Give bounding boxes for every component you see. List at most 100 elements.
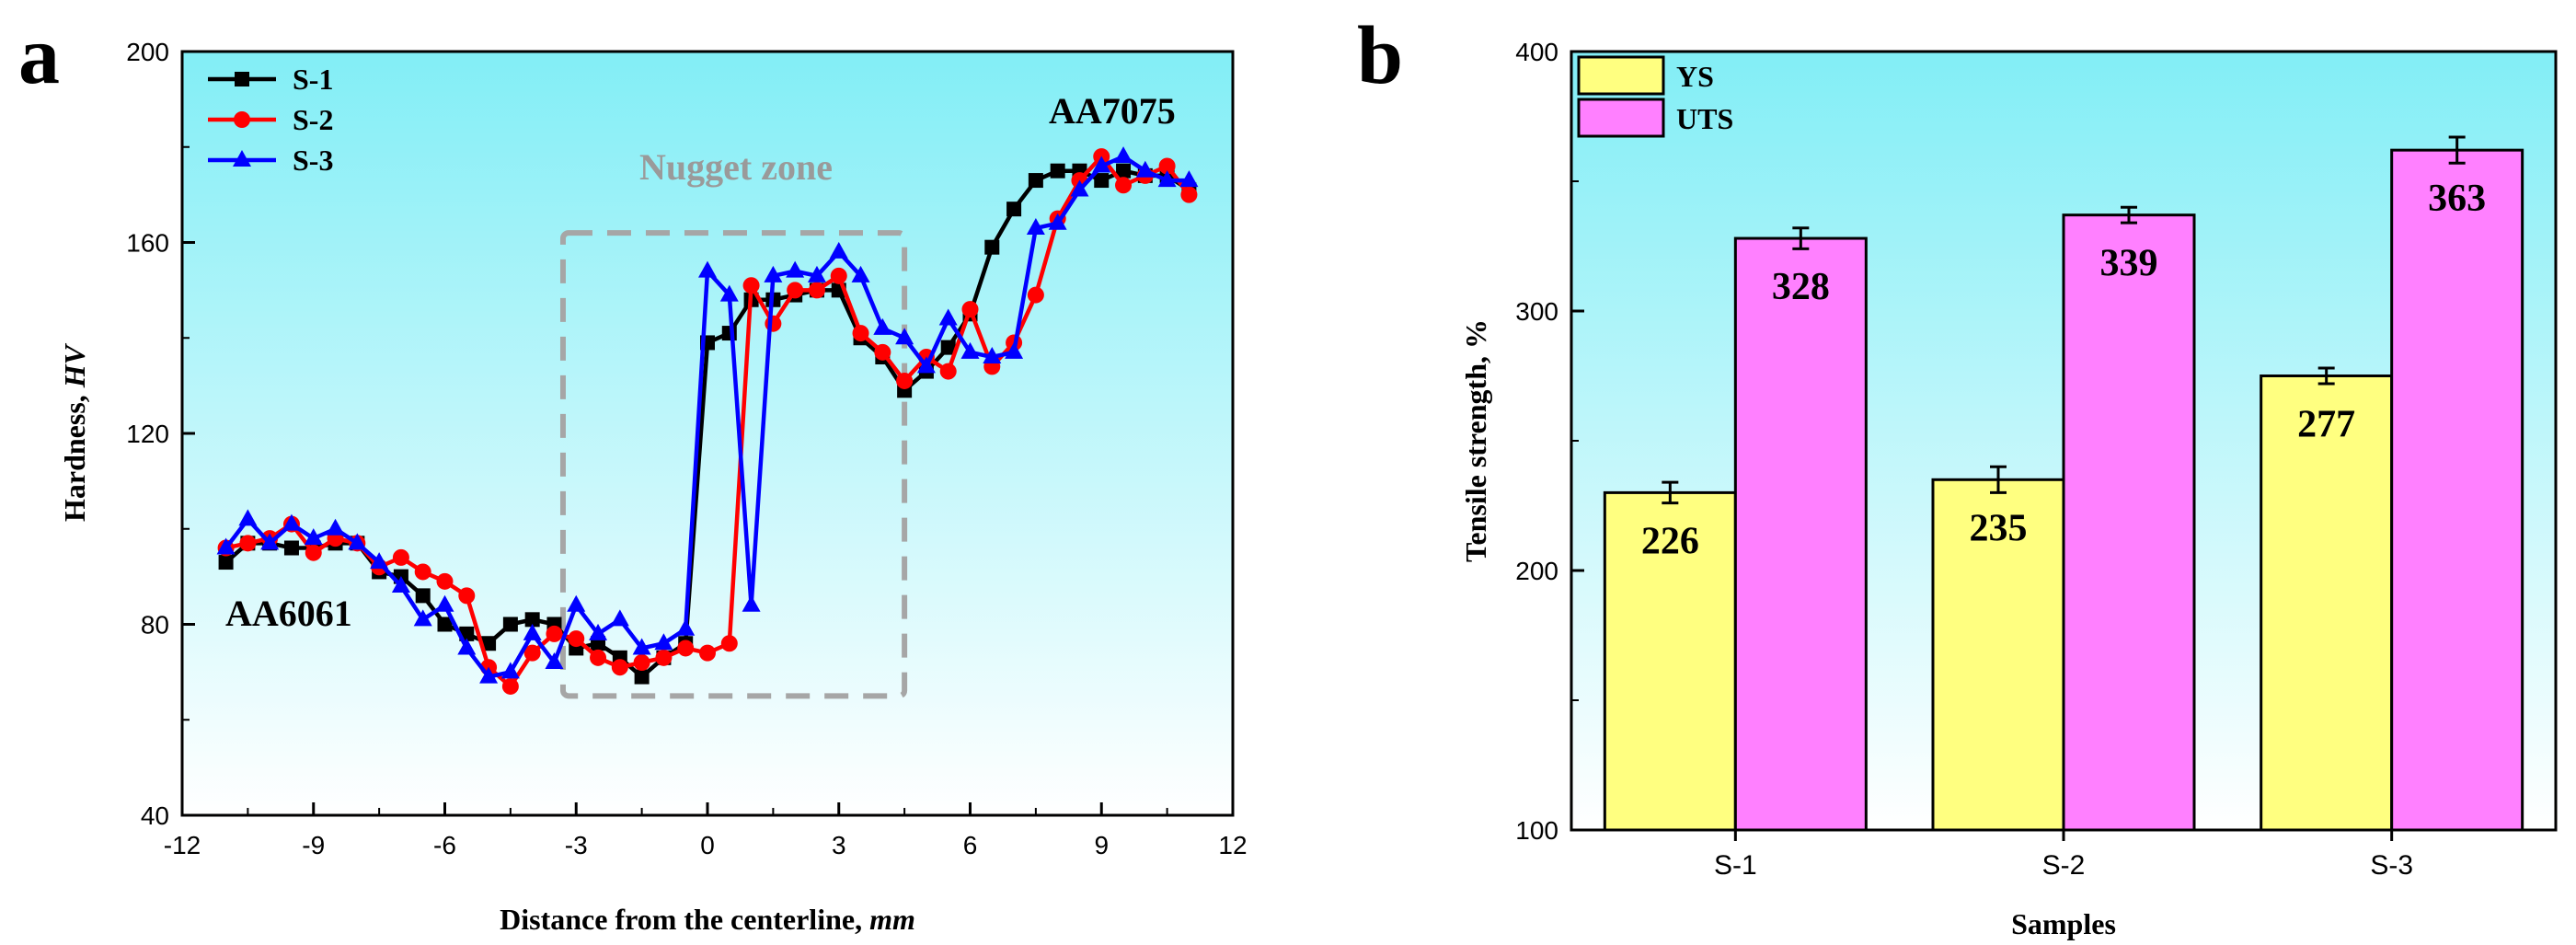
point-s-2 (765, 315, 782, 332)
point-s-2 (677, 640, 695, 657)
panel-a-y-axis-title: Hardness, HV (58, 342, 91, 522)
x-tick-label: 3 (832, 831, 846, 859)
point-s-2 (720, 635, 738, 652)
point-s-1 (481, 636, 497, 651)
x-category-label: S-3 (2370, 850, 2413, 881)
point-s-1 (1116, 163, 1132, 179)
point-s-3 (698, 260, 717, 278)
point-s-3 (1092, 156, 1111, 173)
point-s-1 (1028, 173, 1043, 189)
point-s-3 (983, 347, 1002, 363)
point-s-1 (524, 612, 540, 628)
bar-uts-s-3 (2390, 148, 2524, 832)
point-s-3 (676, 618, 696, 636)
point-s-2 (501, 677, 519, 695)
point-s-2 (392, 548, 409, 566)
point-s-3 (938, 308, 958, 326)
point-s-3 (764, 265, 783, 282)
panel-b-x-axis-title: Samples (2011, 907, 2116, 940)
point-s-2 (568, 630, 585, 648)
point-s-2 (305, 544, 322, 561)
point-s-3 (1114, 146, 1133, 164)
legend-marker-s-1 (235, 72, 249, 86)
point-s-3 (1026, 217, 1045, 235)
bar-value-label: 226 (1641, 520, 1699, 562)
point-s-3 (1179, 170, 1199, 188)
point-s-3 (916, 356, 936, 374)
legend-label-s-1: S-1 (293, 63, 333, 96)
y-tick-label: 160 (126, 229, 169, 258)
point-s-1 (940, 340, 956, 355)
point-s-2 (1115, 177, 1133, 194)
point-s-1 (721, 326, 737, 341)
point-s-3 (370, 552, 389, 570)
point-s-2 (611, 659, 628, 676)
y-tick-label: 400 (1515, 38, 1558, 66)
point-s-2 (1158, 157, 1176, 175)
bar-ys-s-1 (1603, 490, 1737, 832)
legend-marker-s-2 (234, 111, 250, 128)
legend-item-s-2: S-2 (208, 103, 333, 136)
point-s-2 (742, 277, 760, 294)
x-tick-label: 6 (963, 831, 978, 859)
panel-b-label: b (1357, 10, 1403, 101)
point-s-3 (873, 317, 892, 335)
point-s-3 (654, 633, 673, 651)
point-s-3 (545, 652, 564, 669)
point-s-3 (413, 609, 432, 627)
point-s-3 (326, 518, 345, 536)
point-s-2 (458, 587, 476, 605)
x-tick-label: -6 (433, 831, 456, 859)
point-s-2 (414, 563, 431, 581)
point-s-2 (1180, 186, 1198, 203)
bar-value-label: 235 (1970, 507, 2028, 549)
point-s-2 (546, 625, 563, 642)
point-s-2 (590, 649, 607, 666)
legend-label-s-3: S-3 (293, 144, 333, 177)
point-s-3 (610, 609, 629, 627)
nugget-zone-box (559, 230, 908, 699)
x-tick-label: -12 (164, 831, 201, 859)
point-s-1 (1094, 173, 1110, 189)
point-s-3 (523, 623, 542, 640)
bar-value-label: 277 (2297, 404, 2355, 446)
legend-label-s-2: S-2 (293, 103, 333, 136)
y-tick-label: 200 (126, 38, 169, 66)
point-s-1 (502, 617, 518, 632)
point-s-1 (1006, 202, 1022, 217)
legend-item-s-1: S-1 (208, 63, 333, 96)
point-s-1 (984, 239, 1000, 255)
point-s-3 (719, 284, 739, 302)
point-s-3 (960, 341, 980, 359)
x-tick-label: -9 (302, 831, 325, 859)
legend-label-uts: UTS (1676, 102, 1733, 135)
x-tick-label: 12 (1218, 831, 1247, 859)
point-s-3 (500, 662, 520, 679)
point-s-3 (1070, 179, 1089, 197)
point-s-3 (391, 576, 410, 593)
annotation-aa6061: AA6061 (225, 593, 352, 634)
x-category-label: S-2 (2042, 850, 2086, 881)
point-s-2 (939, 363, 957, 380)
x-category-label: S-1 (1714, 850, 1757, 881)
legend-item-s-3: S-3 (208, 144, 333, 177)
bar-ys-s-2 (1931, 478, 2065, 832)
point-s-3 (260, 533, 280, 550)
panel-a-label: a (18, 10, 60, 101)
y-tick-label: 40 (141, 801, 169, 830)
point-s-2 (830, 267, 847, 284)
point-s-3 (435, 594, 454, 612)
y-tick-label: 300 (1515, 297, 1558, 326)
point-s-2 (896, 372, 914, 389)
point-s-3 (632, 638, 651, 655)
x-tick-label: 9 (1094, 831, 1109, 859)
bar-value-label: 339 (2100, 243, 2158, 285)
point-s-3 (282, 513, 301, 531)
y-tick-label: 200 (1515, 557, 1558, 585)
panel-b-y-axis-title: Tensile strength, % (1459, 319, 1492, 562)
point-s-1 (415, 588, 431, 604)
y-tick-label: 120 (126, 420, 169, 448)
point-s-2 (523, 644, 541, 662)
bar-value-label: 328 (1772, 266, 1830, 308)
